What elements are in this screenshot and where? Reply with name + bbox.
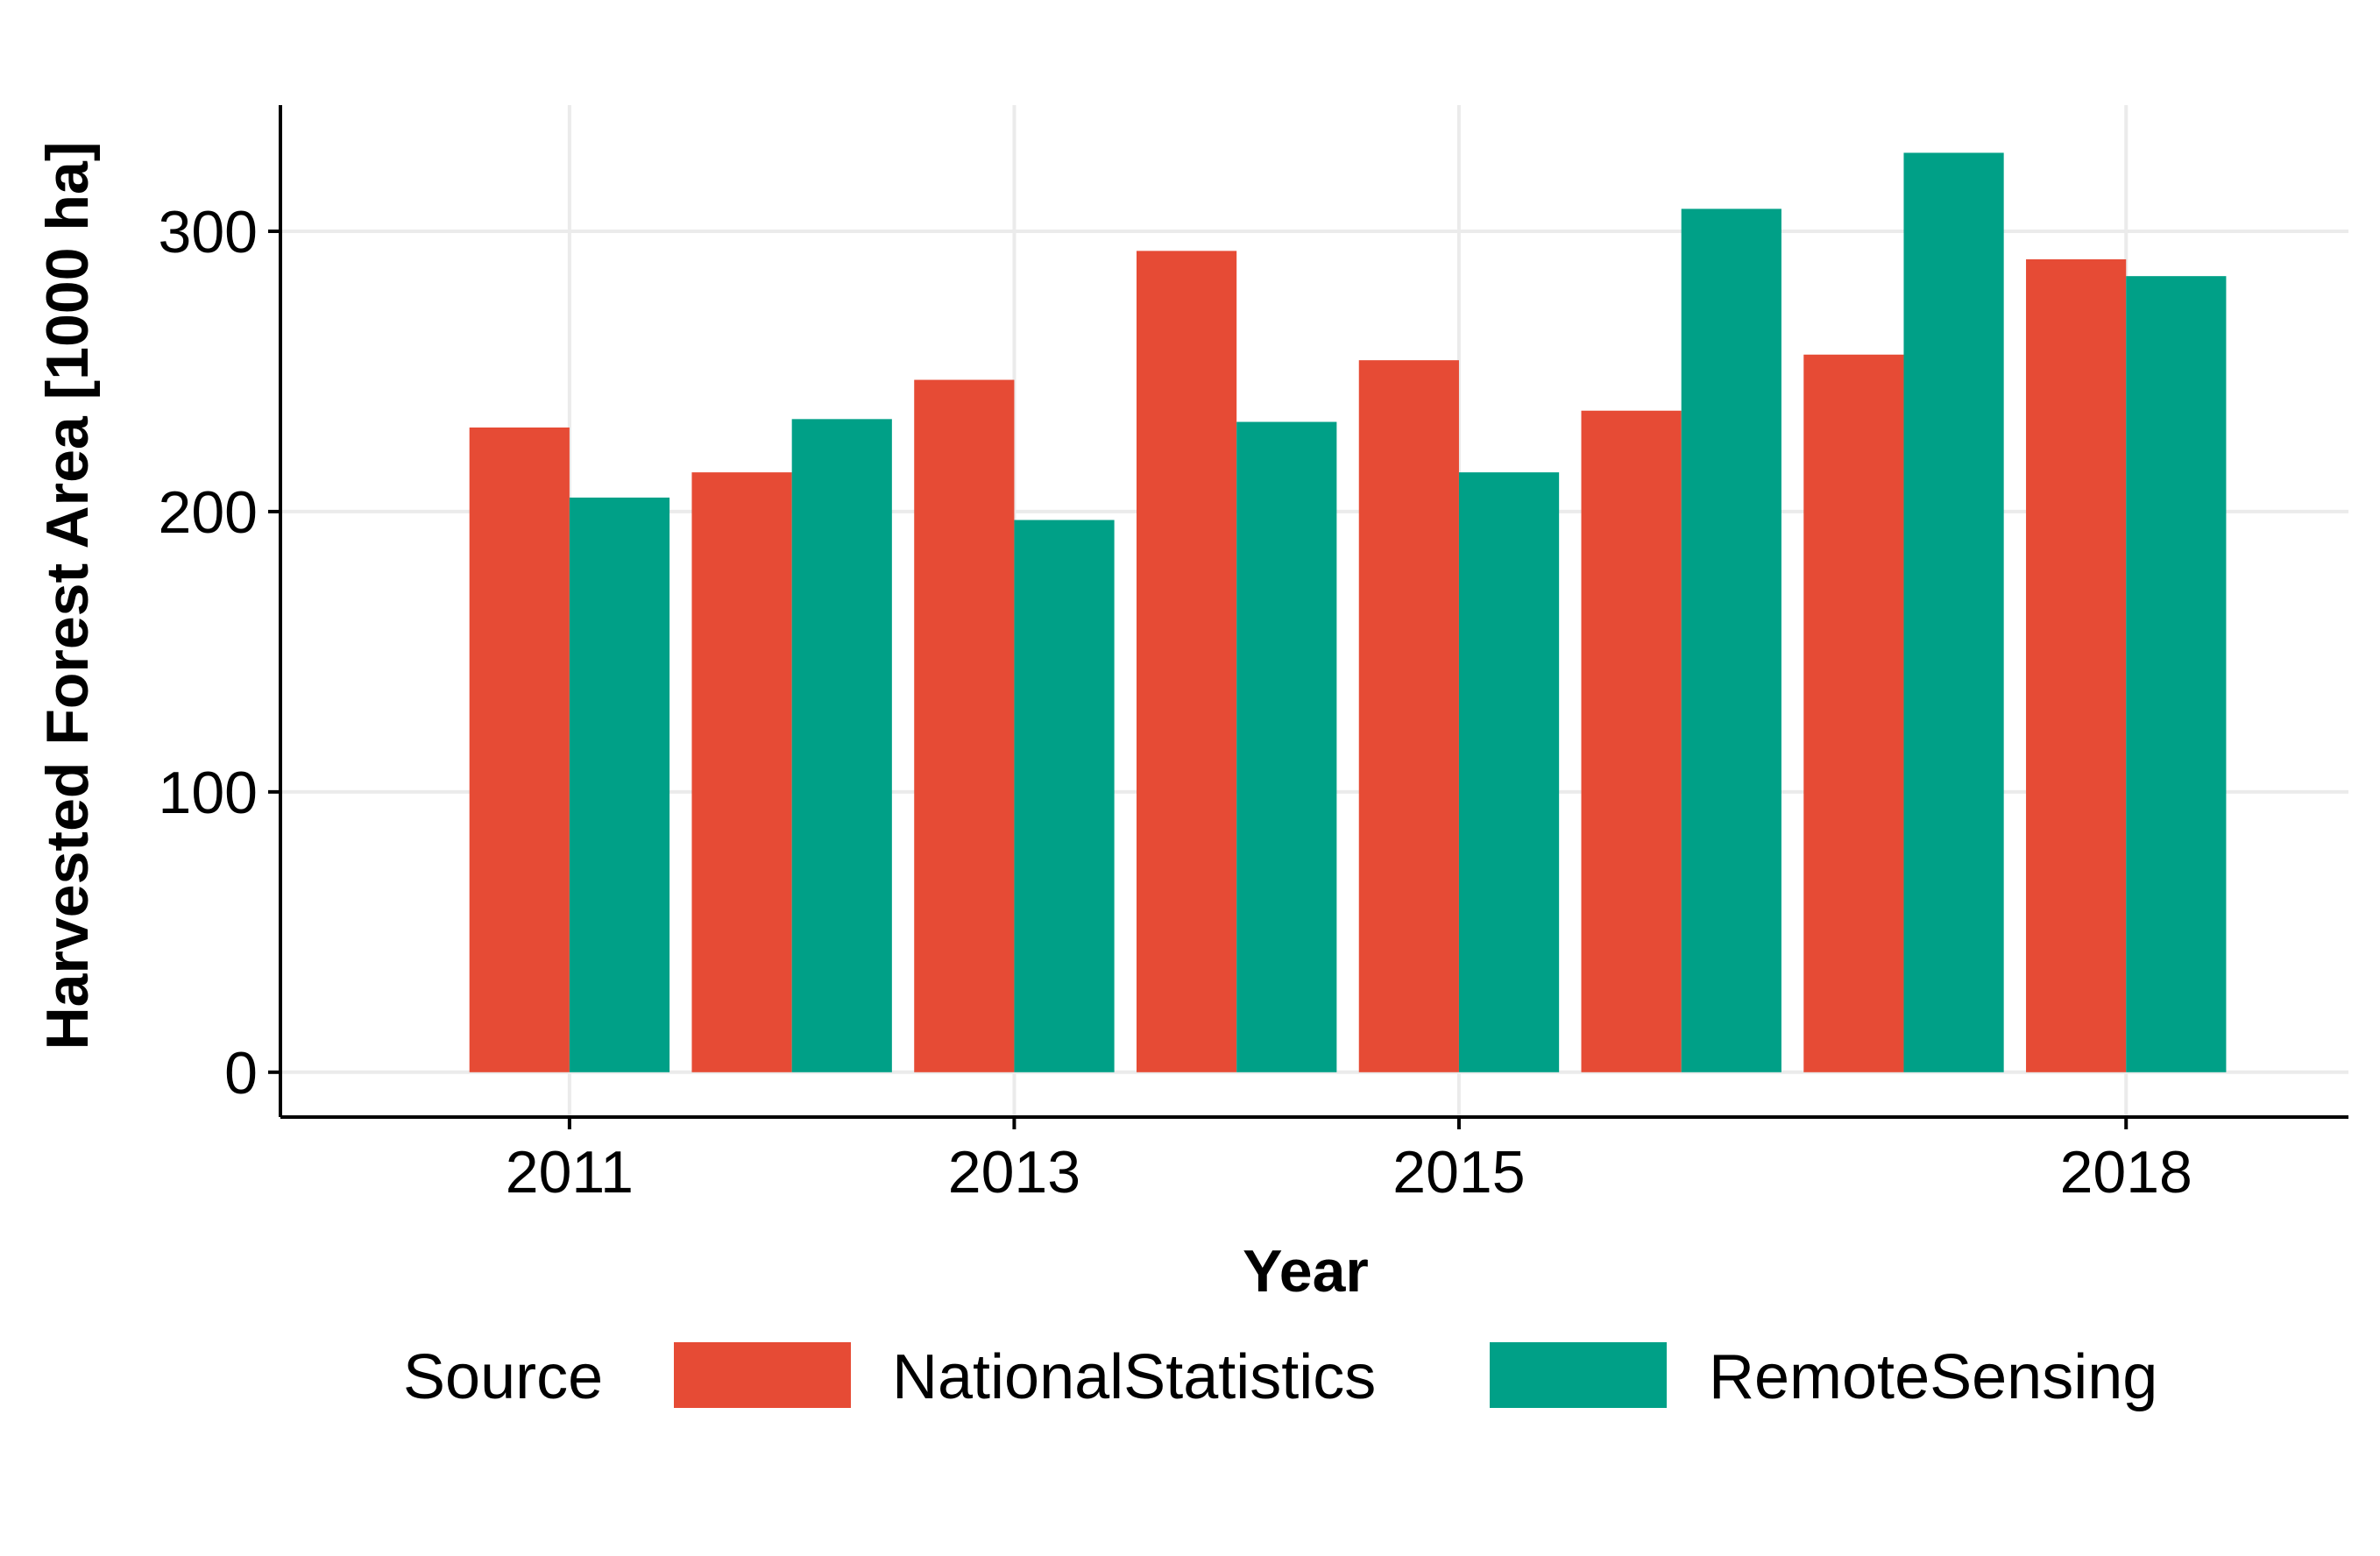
bar-nationalstatistics-2014: [1136, 251, 1237, 1072]
bar-remotesensing-2013: [1014, 520, 1115, 1072]
legend-swatch-remotesensing: [1490, 1342, 1667, 1408]
legend-title: Source: [403, 1342, 603, 1412]
bar-nationalstatistics-2018: [2026, 258, 2127, 1072]
bar-nationalstatistics-2011: [469, 427, 570, 1072]
legend-label-remotesensing: RemoteSensing: [1709, 1342, 2157, 1412]
x-axis-title: Year: [1243, 1238, 1369, 1305]
bar-remotesensing-2011: [569, 497, 670, 1072]
bar-nationalstatistics-2016: [1581, 410, 1682, 1072]
bar-remotesensing-2014: [1236, 421, 1337, 1072]
y-tick-label-0: 0: [224, 1040, 258, 1107]
y-tick-label-300: 300: [159, 199, 258, 265]
y-axis-title: Harvested Forest Area [1000 ha]: [34, 142, 101, 1050]
legend-label-nationalstatistics: NationalStatistics: [892, 1342, 1376, 1412]
x-tick-label-2011: 2011: [506, 1139, 634, 1206]
bar-remotesensing-2017: [1903, 152, 2004, 1072]
bar-nationalstatistics-2012: [691, 472, 792, 1072]
x-tick-label-2015: 2015: [1392, 1139, 1525, 1206]
bar-remotesensing-2015: [1458, 472, 1560, 1072]
x-tick-label-2018: 2018: [2060, 1139, 2192, 1206]
bar-remotesensing-2012: [791, 419, 892, 1072]
bar-remotesensing-2018: [2126, 276, 2227, 1072]
bars: [469, 152, 2227, 1072]
bar-remotesensing-2016: [1681, 209, 1781, 1072]
y-tick-label-200: 200: [159, 479, 258, 546]
legend-swatch-nationalstatistics: [674, 1342, 851, 1408]
x-tick-label-2013: 2013: [948, 1139, 1080, 1206]
legend: Source NationalStatistics RemoteSensing: [403, 1342, 2157, 1412]
ticks: 0 100 200 300 2011 2013 2015 2018: [159, 199, 2192, 1206]
y-tick-label-100: 100: [159, 760, 258, 826]
bar-nationalstatistics-2015: [1358, 360, 1459, 1072]
bar-nationalstatistics-2017: [1803, 354, 1904, 1072]
bar-nationalstatistics-2013: [914, 379, 1015, 1072]
axes: [279, 105, 2348, 1119]
